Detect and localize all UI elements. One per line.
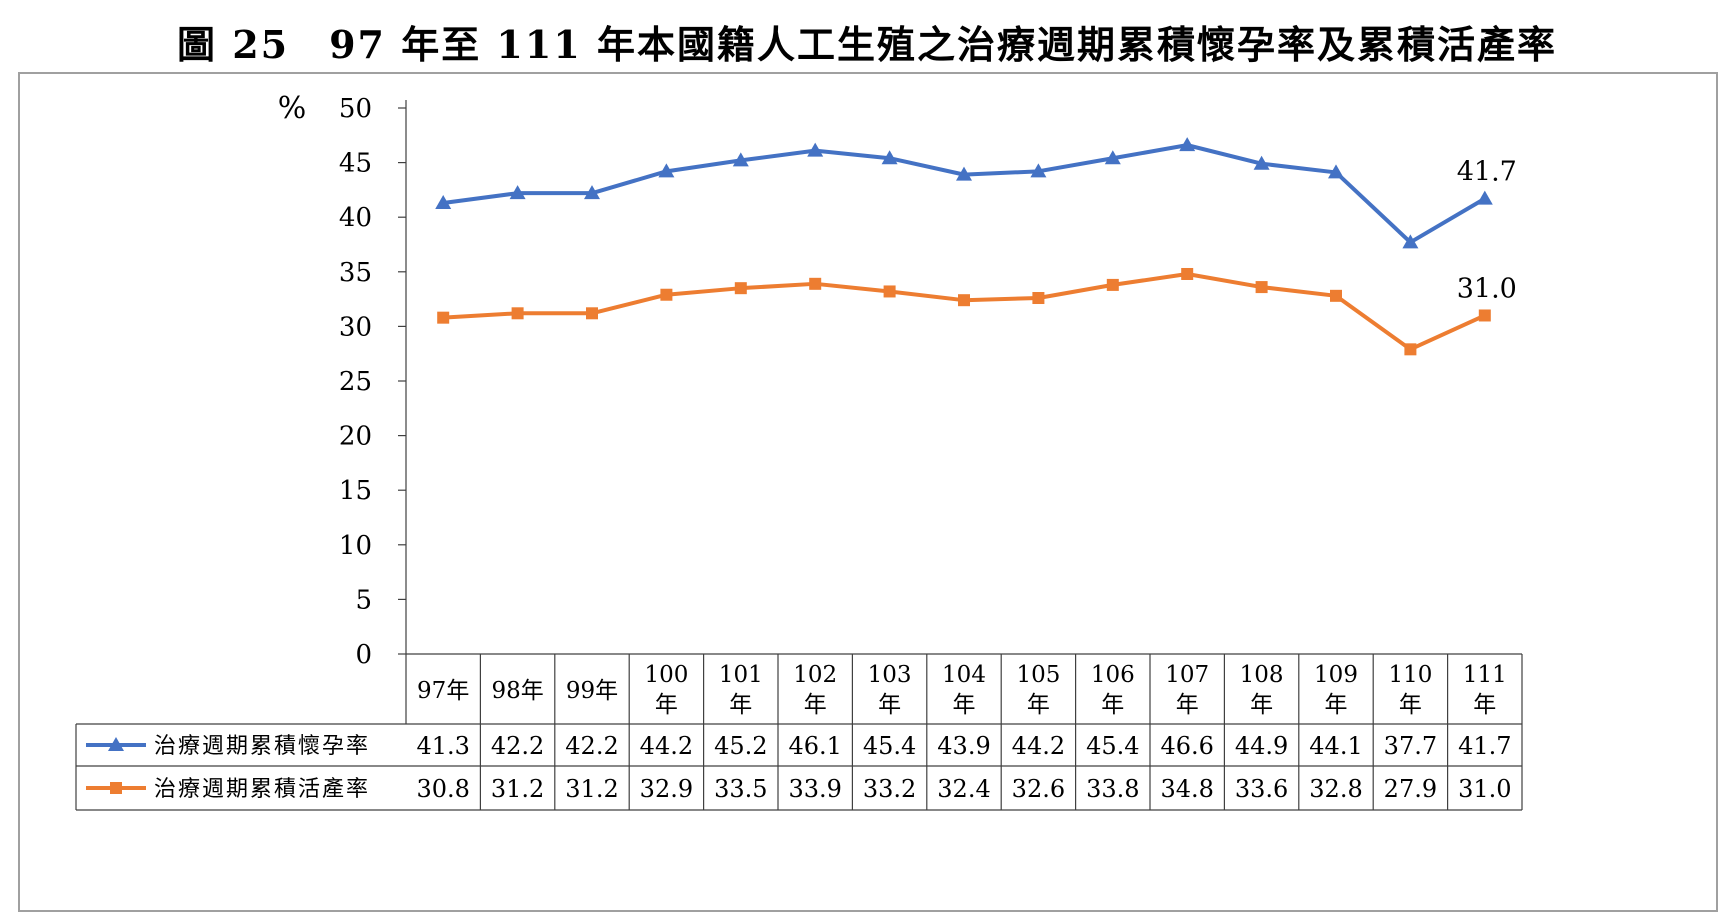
table-cell: 30.8 — [416, 775, 469, 803]
data-point-triangle — [435, 195, 452, 210]
data-point-triangle — [807, 142, 824, 157]
table-cell: 43.9 — [937, 732, 990, 760]
legend-marker-triangle — [108, 737, 124, 751]
x-tick-label: 110 年 — [1388, 662, 1432, 718]
data-point-triangle — [1402, 234, 1419, 249]
table-cell: 32.8 — [1309, 775, 1362, 803]
y-tick-label: 35 — [339, 258, 372, 288]
data-point-triangle — [1253, 155, 1270, 170]
y-axis-label: % — [278, 91, 307, 126]
data-point-triangle — [658, 163, 675, 178]
x-tick-label: 100 年 — [644, 662, 688, 718]
table-cell: 42.2 — [565, 732, 618, 760]
data-point-square — [1032, 292, 1045, 305]
table-cell: 45.4 — [1086, 732, 1139, 760]
table-cell: 45.2 — [714, 732, 767, 760]
table-cell: 45.4 — [863, 732, 916, 760]
y-tick-label: 0 — [355, 640, 372, 670]
y-tick-label: 50 — [339, 94, 372, 124]
data-point-square — [809, 277, 822, 290]
table-cell: 44.2 — [1012, 732, 1065, 760]
series-line — [443, 271, 1486, 352]
legend-entry: 治療週期累積懷孕率 — [154, 734, 370, 759]
table-cell: 41.7 — [1458, 732, 1511, 760]
x-tick-label: 104 年 — [942, 662, 986, 718]
y-tick-label: 20 — [339, 422, 372, 452]
data-point-triangle — [881, 150, 898, 165]
table-cell: 33.9 — [788, 775, 841, 803]
x-tick-label: 101 年 — [719, 662, 763, 718]
line-chart: 0 5 10 15 20 25 30 35 40 45 50% 97年 98年 99年 100 年 101 年 10… — [75, 91, 1523, 811]
table-cell: 33.8 — [1086, 775, 1139, 803]
data-point-square — [734, 282, 747, 295]
data-point-square — [1404, 343, 1417, 356]
chart-title: 圖 25 97 年至 111 年本國籍人工生殖之治療週期累積懷孕率及累積活產率 — [176, 22, 1557, 67]
data-point-square — [1330, 289, 1342, 302]
legend-entry: 治療週期累積活產率 — [154, 777, 370, 802]
y-tick-label: 45 — [339, 149, 372, 179]
data-point-square — [1106, 278, 1119, 291]
data-point-triangle — [1179, 137, 1196, 152]
data-point-square — [660, 288, 673, 301]
y-tick-label: 5 — [355, 585, 372, 615]
data-point-triangle — [509, 185, 526, 200]
table-cell: 32.9 — [640, 775, 693, 803]
x-tick-label: 99年 — [566, 678, 618, 704]
table-cell: 42.2 — [491, 732, 544, 760]
data-point-square — [1478, 309, 1491, 322]
data-point-triangle — [732, 152, 749, 167]
chart-frame: 0 5 10 15 20 25 30 35 40 45 50% 97年 98年 99年 100 年 101 年 10… — [18, 72, 1718, 912]
data-point-triangle — [956, 166, 972, 181]
table-cell: 32.4 — [937, 775, 990, 803]
table-cell: 44.1 — [1309, 732, 1362, 760]
data-point-square — [437, 311, 450, 324]
y-tick-label: 30 — [339, 312, 372, 342]
data-point-square — [1255, 281, 1268, 294]
data-point-square — [586, 307, 598, 320]
table-cell: 44.2 — [640, 732, 693, 760]
x-tick-label: 103 年 — [868, 662, 912, 718]
data-point-triangle — [1030, 163, 1047, 178]
table-cell: 33.6 — [1235, 775, 1288, 803]
x-tick-label: 106 年 — [1091, 662, 1135, 718]
x-tick-label: 107 年 — [1165, 662, 1209, 718]
y-tick-label: 40 — [339, 203, 372, 233]
x-tick-label: 102 年 — [793, 662, 837, 718]
data-point-triangle — [1476, 190, 1493, 205]
data-point-square — [1181, 267, 1194, 280]
table-cell: 34.8 — [1160, 775, 1213, 803]
table-cell: 32.6 — [1012, 775, 1065, 803]
data-point-triangle — [1104, 150, 1121, 165]
y-tick-label: 25 — [339, 367, 372, 397]
table-cell: 46.1 — [788, 732, 841, 760]
legend-marker-square — [110, 782, 122, 794]
table-cell: 27.9 — [1384, 775, 1437, 803]
x-tick-label: 111 年 — [1463, 662, 1507, 718]
x-tick-label: 97年 — [417, 678, 469, 704]
table-cell: 37.7 — [1384, 732, 1437, 760]
table-cell: 33.5 — [714, 775, 767, 803]
data-label: 41.7 — [1457, 157, 1517, 188]
x-tick-label: 108 年 — [1240, 662, 1284, 718]
table-cell: 44.9 — [1235, 732, 1288, 760]
data-label: 31.0 — [1457, 273, 1517, 304]
y-tick-label: 15 — [339, 476, 372, 506]
x-tick-label: 105 年 — [1016, 662, 1060, 718]
x-tick-label: 98年 — [491, 678, 543, 704]
data-point-square — [511, 307, 524, 320]
table-cell: 31.2 — [491, 775, 544, 803]
table-cell: 31.0 — [1458, 775, 1511, 803]
data-point-triangle — [584, 185, 600, 200]
table-cell: 31.2 — [565, 775, 618, 803]
table-cell: 33.2 — [863, 775, 916, 803]
table-cell: 46.6 — [1160, 732, 1213, 760]
x-tick-label: 109 年 — [1314, 662, 1358, 718]
series-line — [442, 143, 1486, 245]
y-tick-label: 10 — [339, 531, 372, 561]
data-point-square — [883, 285, 896, 298]
data-point-triangle — [1328, 164, 1344, 179]
data-point-square — [958, 294, 970, 307]
table-cell: 41.3 — [416, 732, 469, 760]
